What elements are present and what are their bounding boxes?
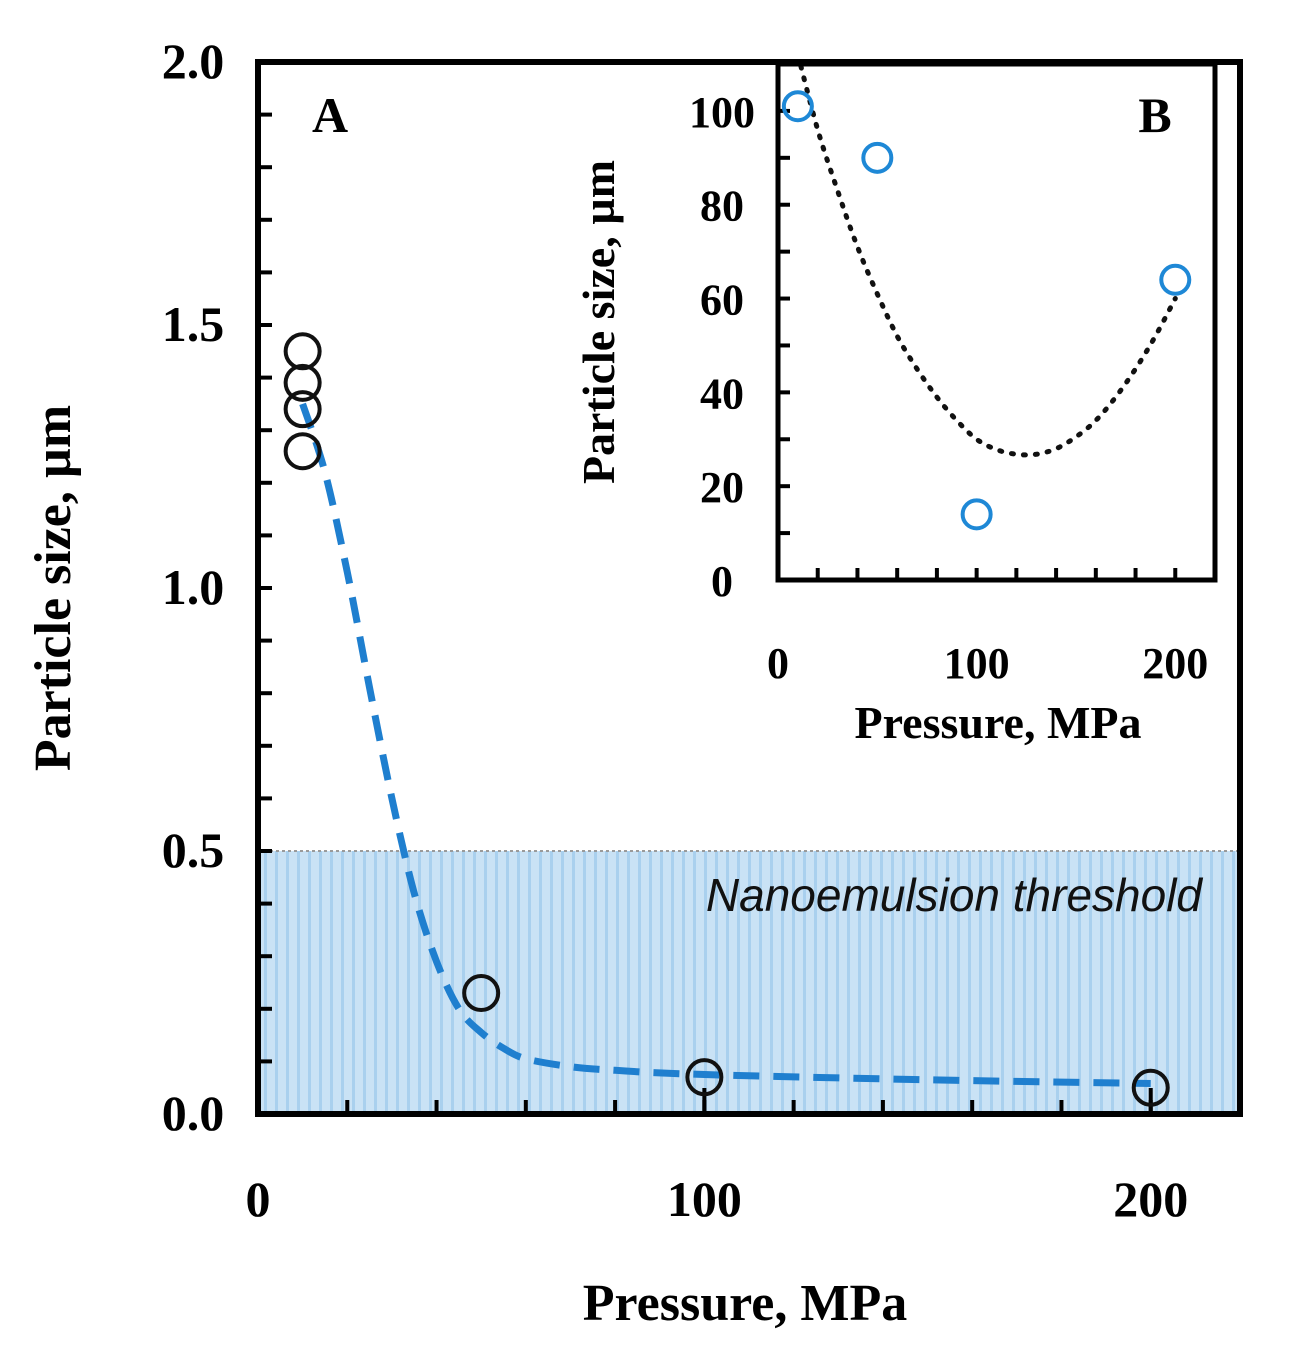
panel-a-data-point <box>685 1058 724 1097</box>
panel-a-trend <box>299 402 1151 1087</box>
panel-a-y-axis-title: Particle size, µm <box>25 405 82 771</box>
panel-a-data-point <box>462 974 501 1013</box>
panel-a-y-tick-label: 0.5 <box>162 822 225 878</box>
panel-a-label: A <box>312 87 348 143</box>
panel-a-data-point <box>283 390 322 429</box>
panel-b-x-tick-label: 200 <box>1142 639 1208 688</box>
panel-b-y-tick-label: 0 <box>711 557 733 606</box>
panel-b-data-point <box>960 498 993 531</box>
panel-b-y-tick-label: 100 <box>689 88 755 137</box>
panel-b-y-tick-label: 20 <box>700 463 744 512</box>
panel-b-x-axis-title: Pressure, MPa <box>854 697 1141 748</box>
panel-b-trend <box>797 64 1178 458</box>
panel-b-x-tick-label: 0 <box>767 639 789 688</box>
nanoemulsion-threshold-region <box>258 851 1240 1114</box>
panel-b-frame <box>775 61 1218 583</box>
panel-b-trend-line <box>797 64 1178 458</box>
panel-b-data-point <box>861 141 894 174</box>
panel-b-x-tick-label: 100 <box>944 639 1010 688</box>
panel-a-frame <box>255 59 1243 1117</box>
panel-b-background <box>778 64 1215 580</box>
threshold-label: Nanoemulsion threshold <box>706 869 1203 921</box>
panel-b-y-axis-title: Particle size, µm <box>573 160 624 484</box>
panel-a-data-point <box>283 363 322 402</box>
panel-a-x-axis-title: Pressure, MPa <box>583 1275 907 1332</box>
panel-a-data-point <box>283 432 322 471</box>
panel-b-y-tick-label: 60 <box>700 276 744 325</box>
panel-a-trend-line <box>299 402 1151 1087</box>
panel-b-inset: 0 20 40 60 80 100 0 100 200 B Pressure, MPa Part… <box>573 61 1218 748</box>
panel-a-y-tick-label: 0.0 <box>162 1085 225 1141</box>
panel-b-data-point <box>1159 263 1192 296</box>
panel-a: Nanoemulsion threshold 0.0 0.5 1.0 1.5 2.0 0 1… <box>25 33 1243 1332</box>
panel-a-x-tick-label: 100 <box>667 1171 742 1227</box>
panel-a-x-tick-label: 0 <box>246 1171 271 1227</box>
panel-a-y-tick-label: 1.0 <box>162 559 225 615</box>
panel-a-data-point <box>283 332 322 371</box>
panel-a-x-tick-label: 200 <box>1113 1171 1188 1227</box>
panel-b-points <box>781 90 1192 531</box>
panel-b-label: B <box>1138 87 1171 143</box>
panel-a-points <box>283 332 1170 1107</box>
panel-a-y-tick-label: 2.0 <box>162 33 225 89</box>
panel-b-ticks: 0 20 40 60 80 100 0 100 200 <box>689 88 1208 688</box>
panel-a-data-point <box>1131 1068 1170 1107</box>
panel-a-y-tick-label: 1.5 <box>162 296 225 352</box>
panel-b-data-point <box>781 90 814 123</box>
panel-b-y-tick-label: 40 <box>700 369 744 418</box>
panel-b-y-tick-label: 80 <box>700 182 744 231</box>
